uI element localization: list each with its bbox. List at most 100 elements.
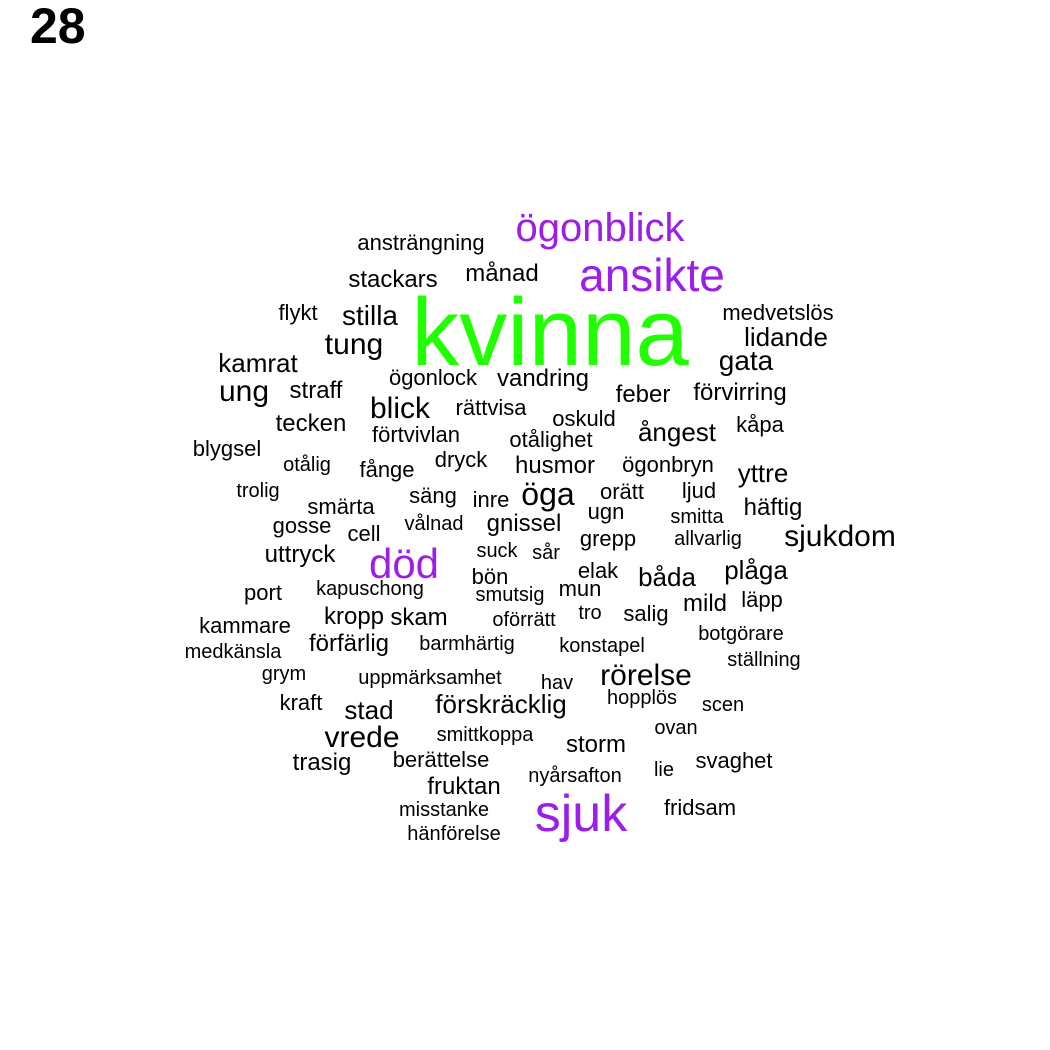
- word-83: stad: [344, 695, 394, 725]
- word-61: kapuschong: [316, 578, 424, 600]
- word-63: mun: [558, 576, 602, 601]
- word-98: misstanke: [398, 799, 490, 821]
- word-45: vålnad: [404, 513, 464, 535]
- word-28: otålighet: [509, 427, 593, 452]
- word-73: förfärlig: [308, 630, 390, 657]
- word-49: cell: [347, 521, 381, 546]
- word-95: nyårsafton: [528, 765, 622, 787]
- word-48: smitta: [670, 506, 724, 528]
- word-14: kamrat: [218, 348, 298, 378]
- word-15: ögonlock: [388, 365, 478, 390]
- word-79: uppmärksamhet: [358, 667, 502, 689]
- word-82: kraft: [279, 690, 323, 715]
- word-20: förvirring: [693, 379, 787, 406]
- word-77: ställning: [727, 649, 801, 671]
- word-42: smärta: [307, 494, 375, 519]
- word-30: dryck: [434, 447, 488, 472]
- word-97: fridsam: [663, 795, 737, 820]
- word-40: orätt: [599, 479, 645, 504]
- word-60: port: [244, 580, 282, 605]
- word-7: månad: [465, 260, 539, 287]
- word-23: oskuld: [552, 406, 616, 431]
- word-12: tung: [324, 328, 384, 361]
- word-67: kropp: [323, 603, 385, 630]
- word-34: ögonbryn: [622, 452, 714, 477]
- word-69: oförrätt: [492, 609, 556, 631]
- word-38: inre: [472, 487, 510, 512]
- page-number: 28: [30, 0, 86, 54]
- word-81: rörelse: [600, 659, 692, 692]
- word-91: trasig: [292, 749, 352, 776]
- word-31: otålig: [283, 454, 331, 476]
- word-3: död: [368, 540, 440, 587]
- word-46: gnissel: [486, 510, 562, 537]
- word-87: smittkoppa: [436, 724, 534, 746]
- word-39: öga: [521, 476, 575, 512]
- word-59: plåga: [724, 555, 788, 585]
- word-94: svaghet: [695, 748, 773, 773]
- word-53: suck: [476, 540, 518, 562]
- word-18: straff: [289, 377, 343, 404]
- word-43: häftig: [743, 494, 803, 521]
- word-0: kvinna: [411, 279, 689, 386]
- word-75: konstapel: [559, 635, 645, 657]
- word-41: ljud: [681, 478, 717, 503]
- word-62: smutsig: [475, 584, 545, 606]
- word-55: allvarlig: [674, 528, 742, 550]
- word-54: sår: [532, 542, 560, 564]
- word-70: tro: [578, 602, 602, 624]
- word-2: ansikte: [579, 249, 725, 301]
- word-89: vrede: [324, 721, 400, 754]
- word-71: salig: [623, 601, 669, 626]
- word-6: stackars: [348, 266, 438, 293]
- word-80: hav: [540, 672, 574, 694]
- word-4: sjuk: [534, 785, 628, 843]
- word-52: uttryck: [264, 541, 336, 568]
- word-65: läpp: [741, 587, 783, 612]
- word-51: sjukdom: [784, 520, 896, 553]
- word-27: kåpa: [736, 412, 784, 437]
- word-1: ögonblick: [515, 206, 685, 250]
- word-5: ansträngning: [357, 230, 485, 255]
- word-85: hopplös: [606, 687, 678, 709]
- word-13: gata: [718, 345, 774, 376]
- word-78: grym: [261, 663, 307, 685]
- word-44: gosse: [272, 513, 332, 538]
- word-8: flykt: [278, 300, 318, 325]
- word-37: säng: [409, 483, 457, 508]
- word-76: medkänsla: [184, 641, 282, 663]
- word-88: ovan: [654, 717, 698, 739]
- word-68: skam: [390, 604, 448, 631]
- word-50: grepp: [579, 526, 637, 551]
- word-99: hänförelse: [407, 823, 501, 845]
- word-16: vandring: [496, 365, 590, 392]
- word-47: ugn: [587, 499, 625, 524]
- word-84: förskräcklig: [435, 689, 567, 719]
- word-57: elak: [577, 558, 619, 583]
- word-86: scen: [701, 694, 745, 716]
- word-66: kammare: [199, 613, 291, 638]
- word-32: fånge: [359, 457, 415, 482]
- word-90: storm: [566, 731, 626, 758]
- word-64: mild: [682, 590, 728, 617]
- word-72: botgörare: [698, 623, 784, 645]
- word-29: blygsel: [192, 436, 262, 461]
- word-58: båda: [638, 562, 696, 592]
- word-10: medvetslös: [722, 300, 834, 325]
- word-25: förtvivlan: [371, 422, 461, 447]
- word-22: rättvisa: [455, 395, 527, 420]
- word-21: blick: [369, 392, 431, 425]
- word-36: trolig: [236, 480, 280, 502]
- word-56: bön: [471, 564, 509, 589]
- word-9: stilla: [341, 300, 399, 331]
- word-19: feber: [615, 381, 671, 408]
- word-96: fruktan: [427, 773, 501, 800]
- word-26: ångest: [637, 417, 717, 447]
- word-92: berättelse: [392, 747, 490, 772]
- word-35: yttre: [737, 458, 789, 488]
- word-17: ung: [218, 375, 270, 408]
- word-33: husmor: [514, 452, 596, 479]
- word-93: lie: [653, 759, 675, 781]
- word-11: lidande: [744, 322, 828, 352]
